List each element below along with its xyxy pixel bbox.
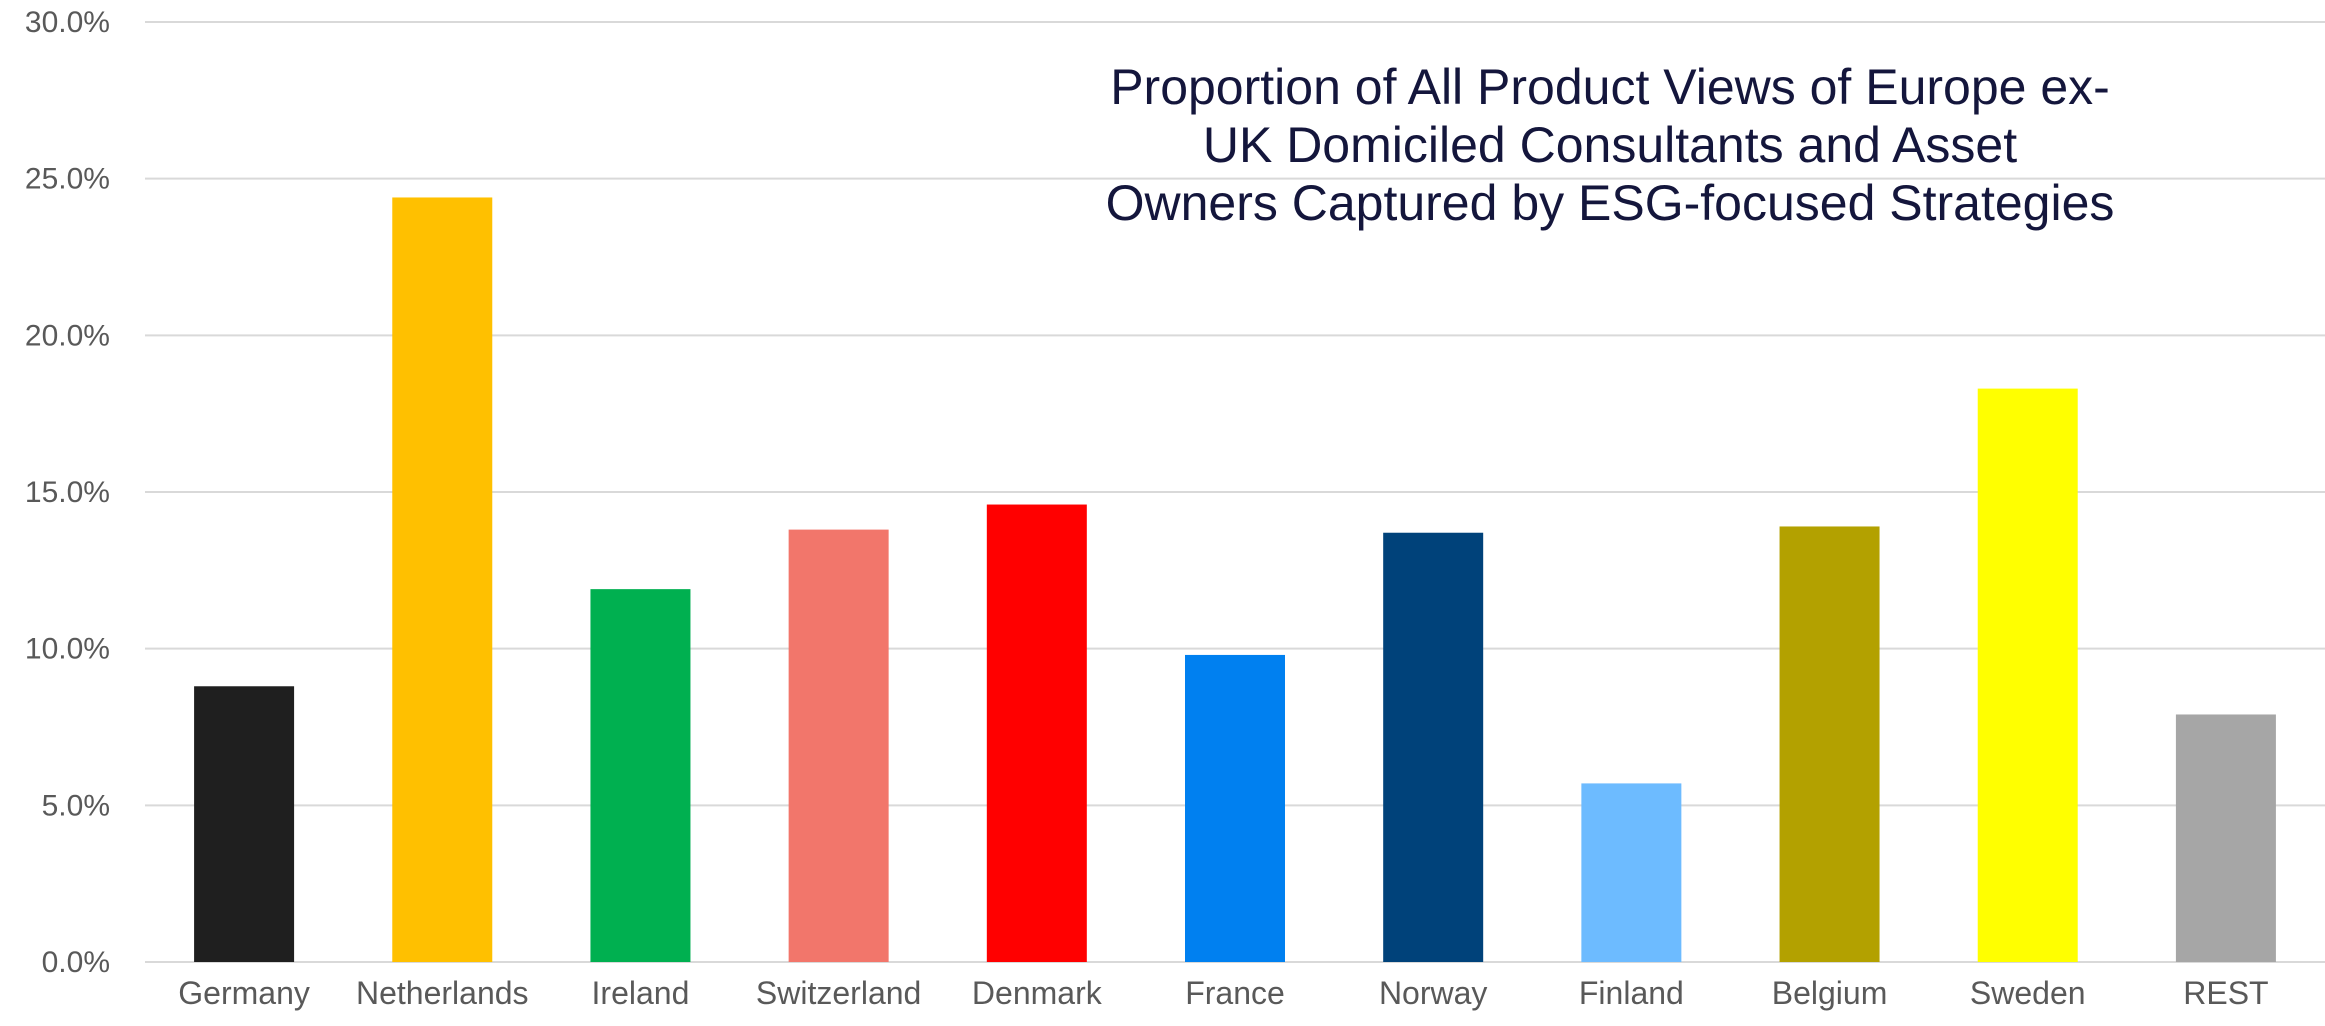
bar-finland <box>1581 783 1682 962</box>
x-tick-label: Sweden <box>1970 975 2086 1011</box>
x-tick-label: Finland <box>1579 975 1684 1011</box>
x-tick-label: REST <box>2183 975 2268 1011</box>
bar-belgium <box>1779 526 1880 962</box>
y-tick-label: 25.0% <box>25 163 110 196</box>
y-tick-label: 0.0% <box>42 946 110 979</box>
bar-denmark <box>986 504 1087 962</box>
x-tick-label: Denmark <box>972 975 1103 1011</box>
bar-norway <box>1383 532 1484 962</box>
y-tick-label: 15.0% <box>25 476 110 509</box>
bar-netherlands <box>392 197 493 962</box>
bar-germany <box>194 686 295 962</box>
y-tick-label: 10.0% <box>25 633 110 666</box>
bar-sweden <box>1977 388 2078 963</box>
bar-ireland <box>590 589 691 962</box>
x-axis-tick-labels: Germany Netherlands Ireland Switzerland Denm… <box>178 975 2268 1011</box>
y-tick-label: 5.0% <box>42 789 110 822</box>
bar-rest <box>2175 714 2276 962</box>
y-tick-label: 20.0% <box>25 319 110 352</box>
bar-france <box>1185 654 1285 962</box>
bar-switzerland <box>788 529 889 962</box>
chart-title: Proportion of All Product Views of Europ… <box>1105 59 2115 231</box>
x-tick-label: Germany <box>178 975 310 1011</box>
x-tick-label: Belgium <box>1772 975 1888 1011</box>
x-tick-label: Norway <box>1379 975 1487 1011</box>
y-axis-tick-labels: 0.0% 5.0% 10.0% 15.0% 20.0% 25.0% 30.0% <box>25 6 110 979</box>
x-tick-label: France <box>1185 975 1285 1011</box>
y-tick-label: 30.0% <box>25 6 110 39</box>
bars <box>194 197 2276 963</box>
gridlines <box>145 21 2325 963</box>
x-tick-label: Ireland <box>592 975 690 1011</box>
x-tick-label: Switzerland <box>756 975 921 1011</box>
x-tick-label: Netherlands <box>356 975 529 1011</box>
